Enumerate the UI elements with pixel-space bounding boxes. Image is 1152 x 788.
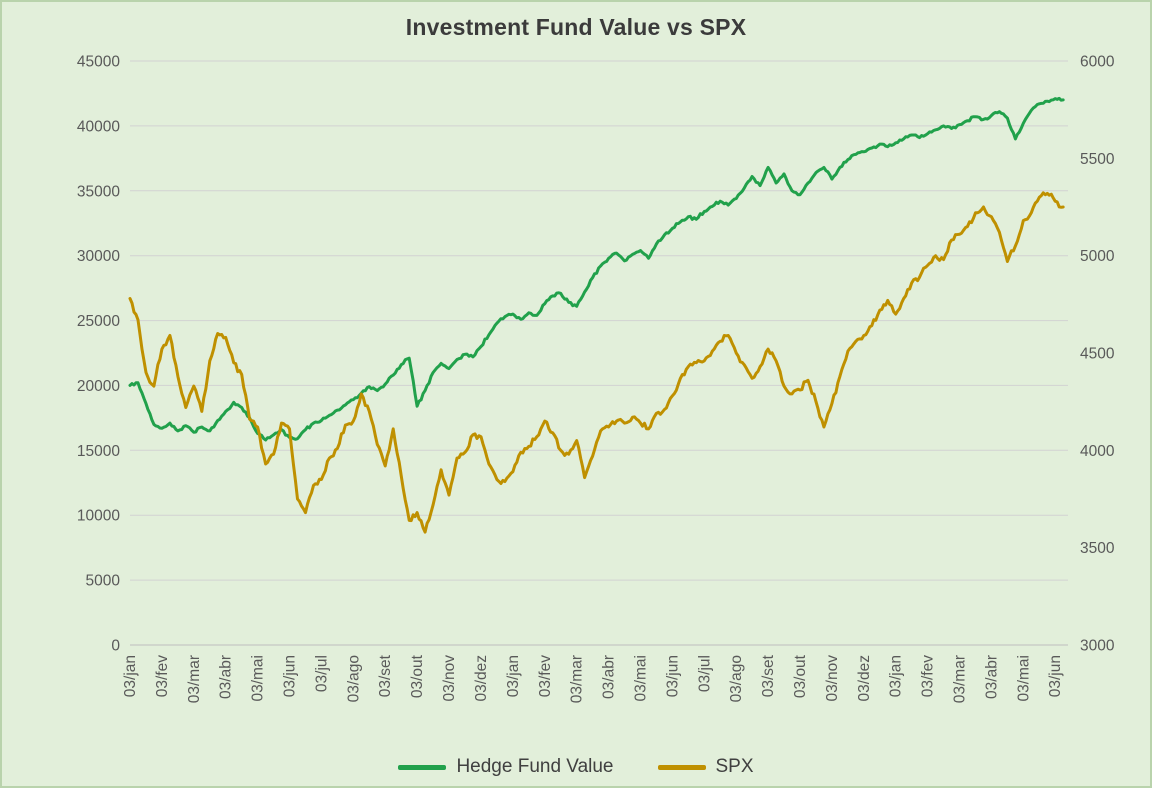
y-axis-right-labels: 3000 3500 4000 4500 5000 5500 6000 — [1080, 54, 1115, 655]
svg-text:03/ago: 03/ago — [345, 655, 362, 702]
svg-text:03/out: 03/out — [409, 654, 426, 698]
svg-text:35000: 35000 — [77, 183, 120, 200]
svg-text:03/mai: 03/mai — [633, 655, 650, 702]
svg-text:03/jul: 03/jul — [696, 655, 713, 692]
svg-text:03/nov: 03/nov — [441, 655, 458, 702]
series-line-spx — [128, 191, 1065, 534]
svg-text:03/dez: 03/dez — [856, 655, 873, 702]
svg-text:03/set: 03/set — [760, 654, 777, 697]
svg-text:03/nov: 03/nov — [824, 655, 841, 702]
svg-text:03/mar: 03/mar — [952, 655, 969, 703]
svg-text:03/jun: 03/jun — [1047, 655, 1064, 697]
svg-text:03/jan: 03/jan — [122, 655, 139, 697]
svg-text:03/mai: 03/mai — [250, 655, 267, 702]
svg-text:03/dez: 03/dez — [473, 655, 490, 702]
svg-text:45000: 45000 — [77, 54, 120, 71]
svg-text:03/fev: 03/fev — [920, 655, 937, 697]
svg-text:30000: 30000 — [77, 248, 120, 265]
y-axis-left-labels: 0 5000 10000 15000 20000 25000 30000 35000 40000… — [77, 54, 120, 655]
x-axis-labels: 03/jan 03/fev 03/mar 03/abr 03/mai 03/jun 03/j… — [122, 654, 1064, 703]
chart-title: Investment Fund Value vs SPX — [405, 14, 747, 40]
legend-label-spx: SPX — [715, 756, 754, 777]
svg-text:25000: 25000 — [77, 313, 120, 330]
svg-text:03/mai: 03/mai — [1015, 655, 1032, 702]
svg-text:03/jan: 03/jan — [888, 655, 905, 697]
svg-text:03/abr: 03/abr — [601, 655, 618, 699]
svg-text:5500: 5500 — [1080, 151, 1115, 168]
svg-text:6000: 6000 — [1080, 54, 1115, 71]
svg-text:10000: 10000 — [77, 508, 120, 525]
svg-text:0: 0 — [111, 638, 120, 655]
legend-item-hedge-fund: Hedge Fund Value — [398, 756, 614, 778]
svg-text:03/fev: 03/fev — [154, 655, 171, 697]
svg-text:03/abr: 03/abr — [983, 655, 1000, 699]
spx-line-swatch — [657, 764, 706, 770]
svg-text:3000: 3000 — [1080, 638, 1115, 655]
svg-text:03/ago: 03/ago — [728, 655, 745, 702]
legend-item-spx: SPX — [657, 756, 754, 778]
legend: Hedge Fund Value SPX — [2, 756, 1150, 778]
svg-text:20000: 20000 — [77, 378, 120, 395]
svg-text:03/jul: 03/jul — [313, 655, 330, 692]
svg-text:03/fev: 03/fev — [537, 655, 554, 697]
svg-text:03/out: 03/out — [792, 654, 809, 698]
svg-text:4500: 4500 — [1080, 346, 1115, 363]
svg-text:03/jun: 03/jun — [282, 655, 299, 697]
svg-text:03/mar: 03/mar — [186, 655, 203, 703]
svg-text:3500: 3500 — [1080, 540, 1115, 557]
svg-text:03/abr: 03/abr — [218, 655, 235, 699]
svg-text:4000: 4000 — [1080, 443, 1115, 460]
series-line-hedge-fund-value — [128, 96, 1065, 442]
svg-text:03/jun: 03/jun — [664, 655, 681, 697]
gridlines — [130, 60, 1068, 646]
svg-text:40000: 40000 — [77, 118, 120, 135]
svg-text:03/mar: 03/mar — [569, 655, 586, 703]
hedge-fund-line-swatch — [398, 764, 447, 770]
svg-text:15000: 15000 — [77, 443, 120, 460]
legend-label-hedge-fund: Hedge Fund Value — [456, 756, 614, 777]
svg-text:03/set: 03/set — [377, 654, 394, 697]
svg-text:5000: 5000 — [1080, 248, 1115, 265]
svg-text:03/jan: 03/jan — [505, 655, 522, 697]
svg-text:5000: 5000 — [86, 573, 121, 590]
